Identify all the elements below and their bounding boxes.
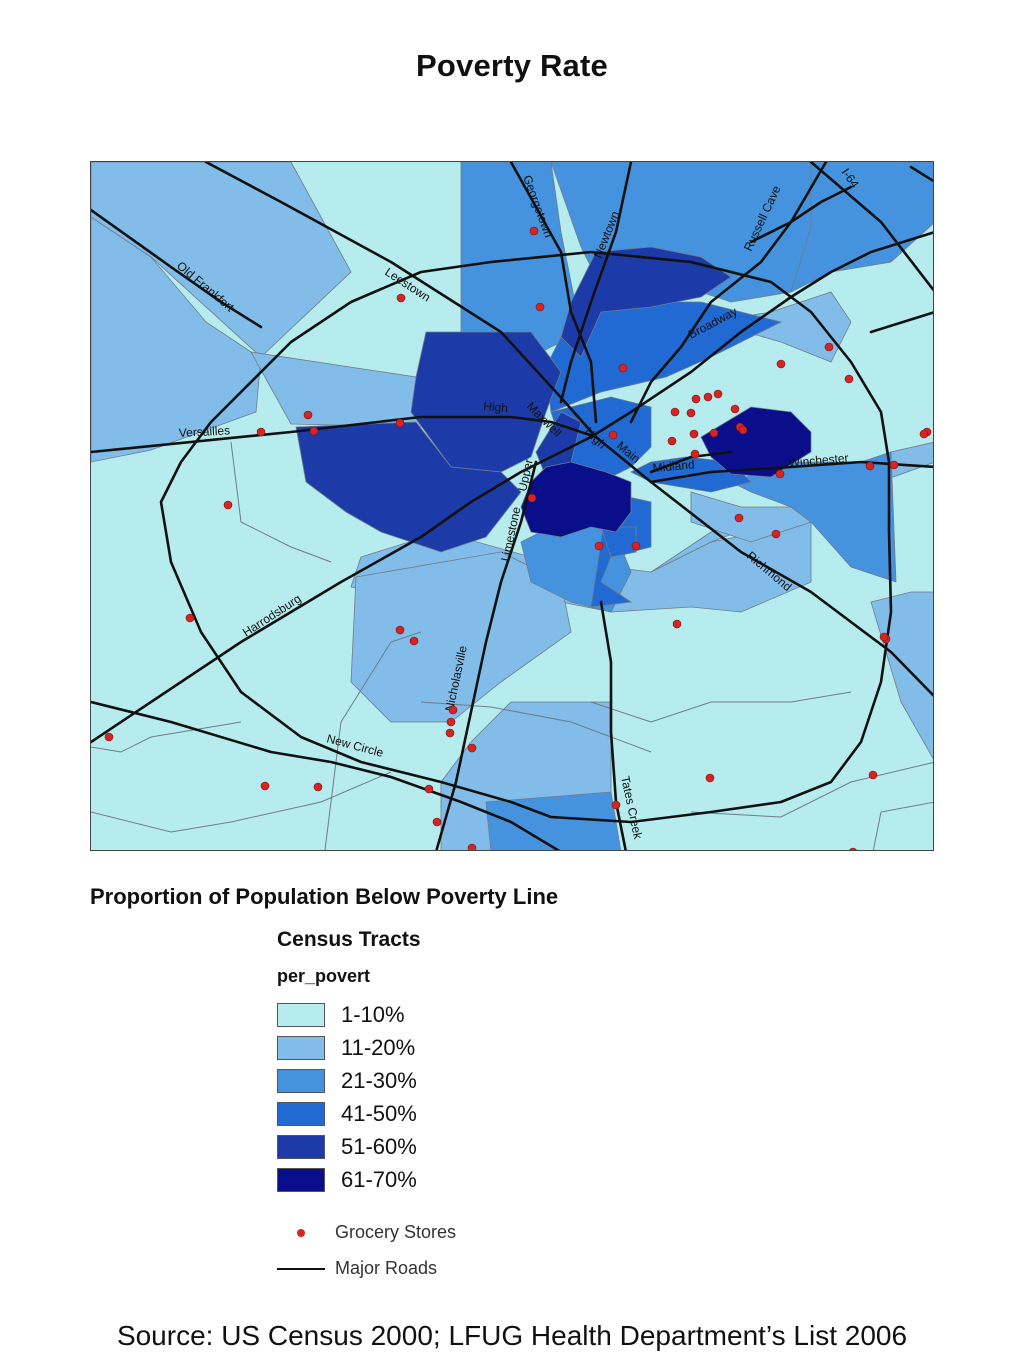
- grocery-store-marker[interactable]: [445, 728, 455, 738]
- grocery-store-marker[interactable]: [771, 529, 781, 539]
- legend-item: 61-70%: [277, 1163, 417, 1196]
- grocery-stores-layer: [104, 226, 932, 851]
- grocery-store-marker[interactable]: [672, 619, 682, 629]
- source-note: Source: US Census 2000; LFUG Health Depa…: [116, 1320, 908, 1351]
- legend-item: 1-10%: [277, 998, 417, 1031]
- road-label-midland: Midland: [652, 457, 695, 475]
- grocery-store-icon: [277, 1228, 325, 1237]
- grocery-store-marker[interactable]: [686, 408, 696, 418]
- grocery-store-marker[interactable]: [889, 460, 899, 470]
- road-label-high-w: High: [483, 399, 509, 415]
- legend-heading: Proportion of Population Below Poverty L…: [90, 884, 559, 909]
- grocery-store-marker[interactable]: [824, 342, 834, 352]
- grocery-store-marker[interactable]: [594, 541, 604, 551]
- grocery-store-marker[interactable]: [618, 363, 628, 373]
- legend-item: 51-60%: [277, 1130, 417, 1163]
- legend-label: 61-70%: [341, 1166, 417, 1192]
- major-roads: [91, 162, 933, 850]
- grocery-store-marker[interactable]: [670, 407, 680, 417]
- grocery-store-marker[interactable]: [775, 469, 785, 479]
- grocery-store-marker[interactable]: [409, 636, 419, 646]
- grocery-store-marker[interactable]: [260, 781, 270, 791]
- grocery-store-marker[interactable]: [395, 625, 405, 635]
- grocery-store-marker[interactable]: [738, 425, 748, 435]
- grocery-store-marker[interactable]: [879, 632, 889, 642]
- legend-item: 41-50%: [277, 1097, 417, 1130]
- legend-item: 21-30%: [277, 1064, 417, 1097]
- legend-swatch: [277, 1002, 325, 1027]
- grocery-store-marker[interactable]: [849, 847, 857, 851]
- grocery-store-marker[interactable]: [667, 436, 677, 446]
- legend-field-name: per_povert: [277, 966, 371, 986]
- grocery-store-marker[interactable]: [467, 843, 477, 851]
- legend-swatch: [277, 1134, 325, 1159]
- grocery-store-marker[interactable]: [396, 293, 406, 303]
- grocery-store-marker[interactable]: [705, 773, 715, 783]
- tracts-11-20: [91, 162, 933, 850]
- grocery-store-marker[interactable]: [776, 359, 786, 369]
- grocery-store-marker[interactable]: [709, 428, 719, 438]
- grocery-store-marker[interactable]: [446, 717, 456, 727]
- tracts-51-60: [295, 246, 732, 553]
- grocery-store-marker[interactable]: [424, 784, 434, 794]
- grocery-store-marker[interactable]: [631, 541, 641, 551]
- tracts-61-70: [520, 406, 812, 538]
- legend-grocery-label: Grocery Stores: [335, 1222, 457, 1242]
- grocery-store-marker[interactable]: [104, 732, 114, 742]
- legend-label: 41-50%: [341, 1100, 417, 1126]
- grocery-store-marker[interactable]: [303, 410, 313, 420]
- poverty-map[interactable]: Old Frankfort Leestown Georgetown Newtow…: [90, 161, 934, 851]
- legend-swatch: [277, 1167, 325, 1192]
- grocery-store-marker[interactable]: [185, 613, 195, 623]
- legend-label: 1-10%: [341, 1001, 405, 1027]
- grocery-store-marker[interactable]: [690, 449, 700, 459]
- grocery-store-marker[interactable]: [611, 800, 621, 810]
- legend-label: 11-20%: [341, 1034, 416, 1060]
- tracts-21-30: [460, 162, 933, 850]
- grocery-store-marker[interactable]: [713, 389, 723, 399]
- grocery-store-marker[interactable]: [395, 418, 405, 428]
- road-label-versailles: Versailles: [178, 423, 230, 440]
- legend-item: 11-20%: [277, 1031, 417, 1064]
- legend-swatch: [277, 1101, 325, 1126]
- legend-label: 51-60%: [341, 1133, 417, 1159]
- grocery-store-marker[interactable]: [608, 430, 618, 440]
- grocery-store-marker[interactable]: [529, 226, 539, 236]
- grocery-store-marker[interactable]: [535, 302, 545, 312]
- grocery-store-marker[interactable]: [309, 426, 319, 436]
- grocery-store-marker[interactable]: [689, 429, 699, 439]
- legend-classes: 1-10% 11-20% 21-30% 41-50% 51-60% 61-70%: [277, 998, 417, 1196]
- grocery-store-marker[interactable]: [448, 705, 458, 715]
- legend-grocery-row: Grocery Stores: [277, 1222, 456, 1243]
- road-label-winchester: Winchester: [788, 451, 849, 470]
- grocery-store-marker[interactable]: [703, 392, 713, 402]
- grocery-store-marker[interactable]: [919, 429, 929, 439]
- legend-label: 21-30%: [341, 1067, 417, 1093]
- grocery-store-marker[interactable]: [691, 394, 701, 404]
- grocery-store-marker[interactable]: [865, 461, 875, 471]
- legend-subtitle: Census Tracts: [277, 928, 421, 951]
- legend-roads-row: Major Roads: [277, 1258, 437, 1279]
- legend-swatch: [277, 1068, 325, 1093]
- grocery-store-marker[interactable]: [844, 374, 854, 384]
- grocery-store-marker[interactable]: [256, 427, 266, 437]
- grocery-store-marker[interactable]: [223, 500, 233, 510]
- map-title: Poverty Rate: [416, 48, 608, 83]
- grocery-store-marker[interactable]: [313, 782, 323, 792]
- grocery-store-marker[interactable]: [868, 770, 878, 780]
- minor-boundaries: [91, 441, 933, 850]
- grocery-store-marker[interactable]: [432, 817, 442, 827]
- legend-swatch: [277, 1035, 325, 1060]
- grocery-store-marker[interactable]: [734, 513, 744, 523]
- road-label-upper: Upper: [515, 458, 535, 493]
- legend-roads-label: Major Roads: [335, 1258, 438, 1278]
- major-road-icon: [277, 1267, 325, 1270]
- grocery-store-marker[interactable]: [527, 493, 537, 503]
- grocery-store-marker[interactable]: [730, 404, 740, 414]
- map-canvas: Old Frankfort Leestown Georgetown Newtow…: [91, 162, 933, 851]
- grocery-store-marker[interactable]: [467, 743, 477, 753]
